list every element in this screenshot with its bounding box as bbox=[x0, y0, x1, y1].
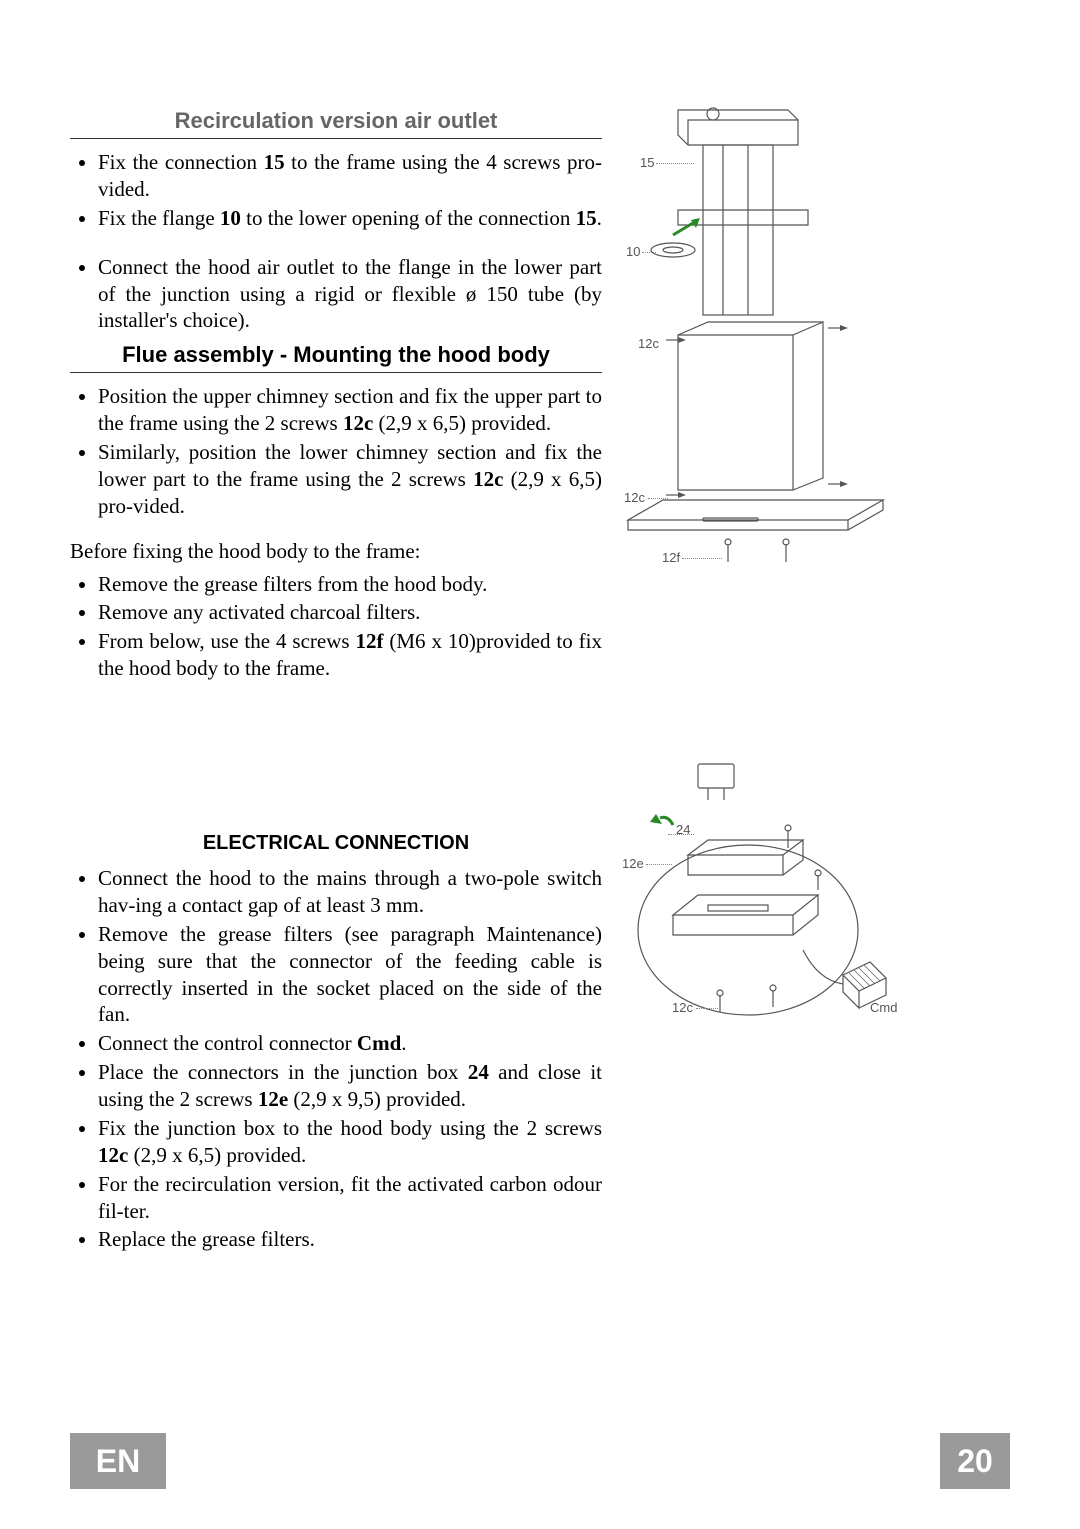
list-item: From below, use the 4 screws 12f (M6 x 1… bbox=[98, 628, 602, 682]
leader-line bbox=[656, 163, 694, 164]
section2-list2: Remove the grease filters from the hood … bbox=[70, 571, 602, 683]
figure-hood-assembly: 15 10 12c 12c 12f bbox=[618, 100, 898, 580]
section3-title: ELECTRICAL CONNECTION bbox=[70, 832, 602, 855]
list-item: Remove the grease filters from the hood … bbox=[98, 571, 602, 598]
section2-title: Flue assembly - Mounting the hood body bbox=[70, 342, 602, 373]
leader-line bbox=[668, 834, 694, 835]
list-item: Remove any activated charcoal filters. bbox=[98, 599, 602, 626]
list-item: Similarly, position the lower chimney se… bbox=[98, 439, 602, 520]
list-item: For the recirculation version, fit the a… bbox=[98, 1171, 602, 1225]
figure-electrical: 24 12e 12c Cmd bbox=[618, 760, 898, 1060]
section2-paragraph: Before fixing the hood body to the frame… bbox=[70, 538, 602, 565]
fig1-label-12c-b: 12c bbox=[624, 490, 645, 505]
leader-line bbox=[642, 252, 656, 253]
section2-list: Position the upper chimney section and f… bbox=[70, 383, 602, 519]
list-item: Position the upper chimney section and f… bbox=[98, 383, 602, 437]
section3-list: Connect the hood to the mains through a … bbox=[70, 865, 602, 1253]
list-item: Connect the hood air outlet to the flang… bbox=[98, 254, 602, 335]
section1-list: Fix the connection 15 to the frame using… bbox=[70, 149, 602, 232]
list-item: Remove the grease filters (see paragraph… bbox=[98, 921, 602, 1029]
electrical-svg bbox=[618, 760, 898, 1060]
section1-title: Recirculation version air outlet bbox=[70, 108, 602, 139]
hood-assembly-svg bbox=[618, 100, 898, 580]
leader-line bbox=[648, 498, 668, 499]
fig1-label-12c-a: 12c bbox=[638, 336, 659, 351]
list-item: Connect the hood to the mains through a … bbox=[98, 865, 602, 919]
fig1-label-15: 15 bbox=[640, 155, 654, 170]
section1-list2: Connect the hood air outlet to the flang… bbox=[70, 254, 602, 335]
list-item: Fix the flange 10 to the lower opening o… bbox=[98, 205, 602, 232]
list-item: Replace the grease filters. bbox=[98, 1226, 602, 1253]
leader-line bbox=[696, 1008, 718, 1009]
list-item: Place the connectors in the junction box… bbox=[98, 1059, 602, 1113]
footer-lang: EN bbox=[70, 1433, 166, 1489]
fig1-label-12f: 12f bbox=[662, 550, 680, 565]
list-item: Fix the connection 15 to the frame using… bbox=[98, 149, 602, 203]
leader-line bbox=[646, 864, 672, 865]
footer: EN 20 bbox=[70, 1433, 1010, 1489]
footer-page: 20 bbox=[940, 1433, 1010, 1489]
fig1-label-10: 10 bbox=[626, 244, 640, 259]
list-item: Fix the junction box to the hood body us… bbox=[98, 1115, 602, 1169]
fig2-label-12c: 12c bbox=[672, 1000, 693, 1015]
list-item: Connect the control connector Cmd. bbox=[98, 1030, 602, 1057]
fig2-label-12e: 12e bbox=[622, 856, 644, 871]
leader-line bbox=[682, 558, 722, 559]
page-content: Recirculation version air outlet Fix the… bbox=[0, 0, 1080, 1253]
fig2-label-cmd: Cmd bbox=[870, 1000, 897, 1015]
